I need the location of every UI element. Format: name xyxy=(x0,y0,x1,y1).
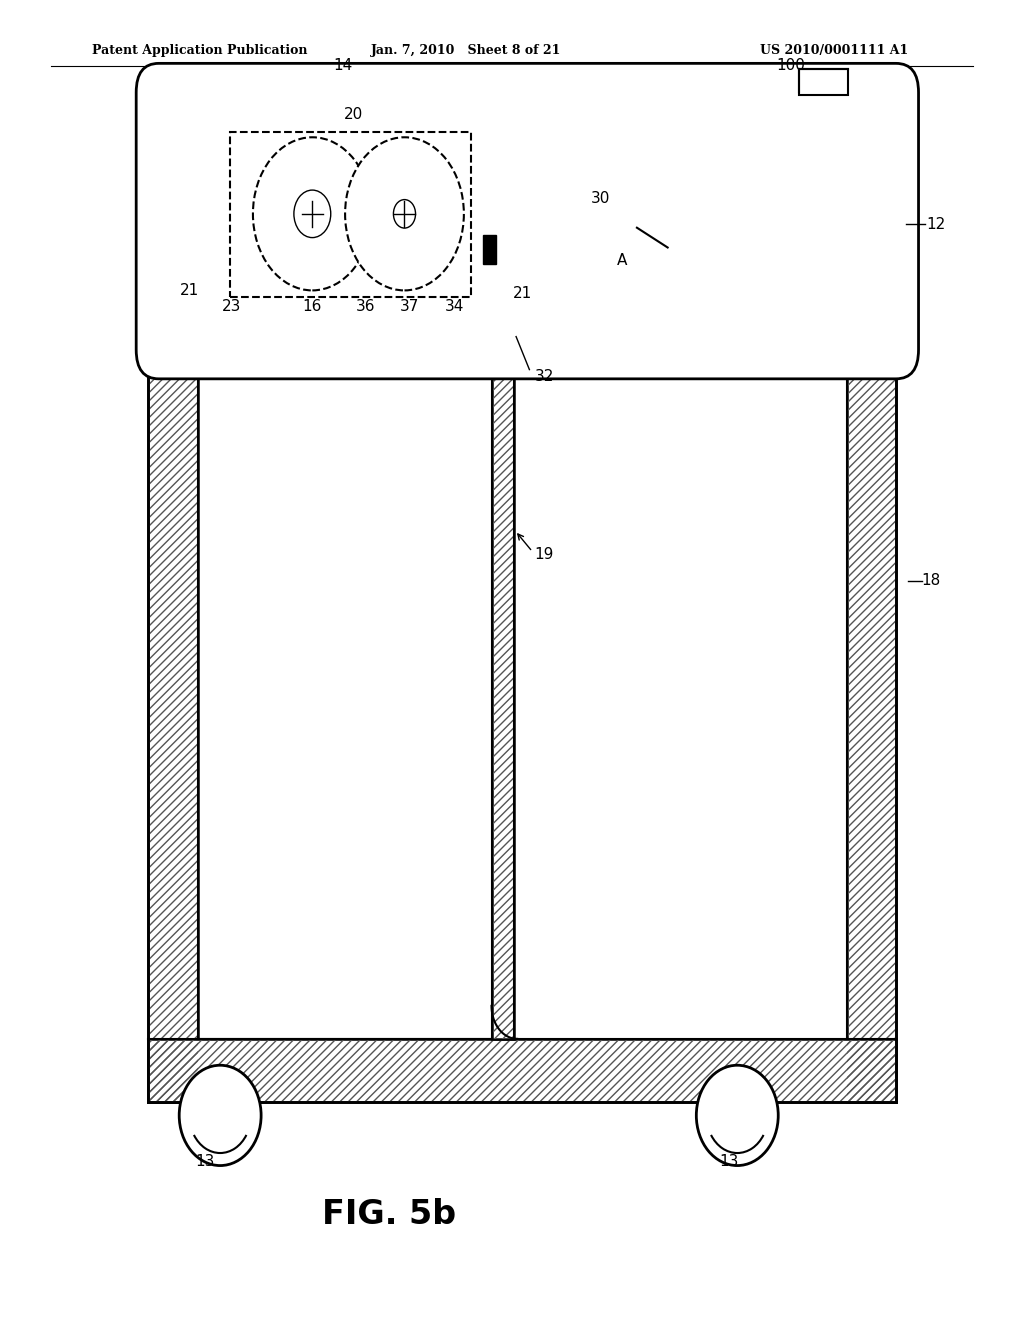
Text: 36: 36 xyxy=(355,298,376,314)
Bar xyxy=(847,205,896,1102)
Bar xyxy=(230,132,471,297)
Bar xyxy=(198,205,514,238)
Text: Patent Application Publication: Patent Application Publication xyxy=(92,44,307,57)
Text: 34: 34 xyxy=(445,298,464,314)
Text: 37: 37 xyxy=(400,298,419,314)
Ellipse shape xyxy=(696,1065,778,1166)
Text: 30: 30 xyxy=(591,191,610,206)
Circle shape xyxy=(294,190,331,238)
Text: FIG. 5b: FIG. 5b xyxy=(323,1199,456,1230)
Bar xyxy=(847,205,896,1102)
Bar xyxy=(799,69,848,95)
Text: 13: 13 xyxy=(196,1154,214,1170)
Text: 19: 19 xyxy=(535,546,554,562)
Text: 18: 18 xyxy=(922,573,941,589)
Text: 20: 20 xyxy=(344,107,362,123)
Bar xyxy=(148,1039,896,1102)
Text: 100: 100 xyxy=(776,58,805,74)
Ellipse shape xyxy=(179,1065,261,1166)
Bar xyxy=(492,238,514,1039)
Text: 21: 21 xyxy=(513,285,531,301)
Text: 23: 23 xyxy=(222,298,241,314)
FancyBboxPatch shape xyxy=(136,63,919,379)
Circle shape xyxy=(345,137,464,290)
Bar xyxy=(198,205,847,1039)
Circle shape xyxy=(393,199,416,228)
Text: 14: 14 xyxy=(334,58,352,74)
Text: 12: 12 xyxy=(927,216,946,232)
Bar xyxy=(148,205,198,1102)
Text: 16: 16 xyxy=(303,298,322,314)
Bar xyxy=(198,205,514,238)
Text: A: A xyxy=(616,253,627,268)
Bar xyxy=(148,1039,896,1102)
Text: Jan. 7, 2010   Sheet 8 of 21: Jan. 7, 2010 Sheet 8 of 21 xyxy=(371,44,561,57)
Text: 21: 21 xyxy=(180,282,199,298)
Bar xyxy=(483,235,496,264)
Circle shape xyxy=(253,137,372,290)
Text: US 2010/0001111 A1: US 2010/0001111 A1 xyxy=(761,44,908,57)
Text: 13: 13 xyxy=(720,1154,738,1170)
Bar xyxy=(148,205,198,1102)
Text: 32: 32 xyxy=(535,368,554,384)
Bar xyxy=(492,238,514,1039)
